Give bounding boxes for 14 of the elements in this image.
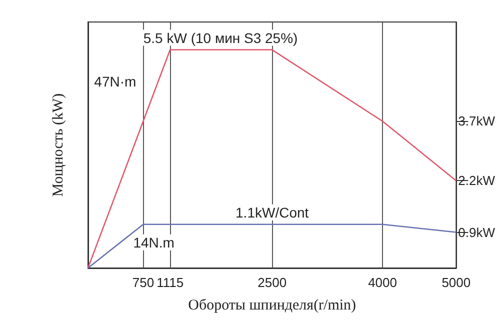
x-tick-label: 1115 <box>156 275 184 290</box>
y-tick-label: 2.2kW <box>458 173 496 188</box>
x-tick-label: 750 <box>132 275 154 290</box>
y-axis-title: Мощность (kW) <box>50 93 66 197</box>
annotation: 1.1kW/Cont <box>236 204 309 220</box>
annotation: 47N·m <box>94 74 136 90</box>
annotation: 14N.m <box>133 234 174 250</box>
x-tick-label: 4000 <box>368 275 397 290</box>
y-tick-label: 0.9kW <box>458 224 496 240</box>
annotation: 5.5 kW (10 мин S3 25%) <box>143 30 298 46</box>
x-tick-label: 5000 <box>442 275 471 290</box>
x-tick-label: 2500 <box>258 275 287 290</box>
y-tick-label: 3.7kW <box>458 114 496 129</box>
x-axis-title: Обороты шпинделя(r/min) <box>188 298 356 314</box>
